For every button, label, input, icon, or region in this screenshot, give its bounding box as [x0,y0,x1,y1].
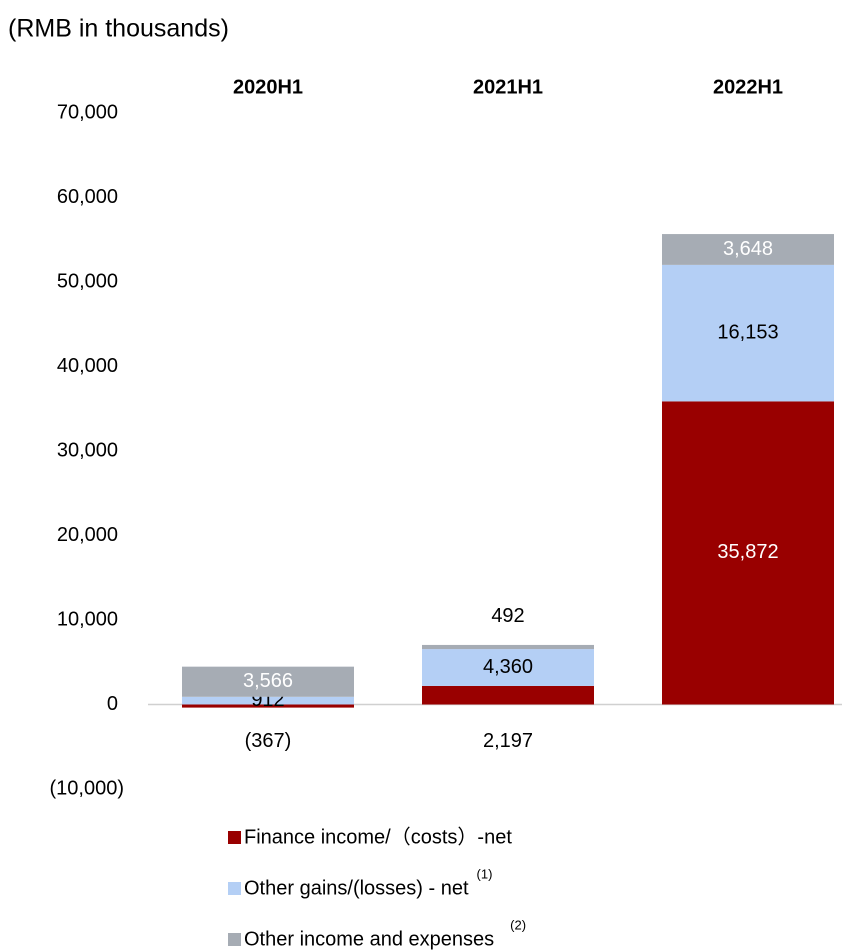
legend-swatch [228,882,241,895]
axis-unit-label: (RMB in thousands) [8,15,229,43]
bar-segment [422,649,594,686]
legend-label: Other gains/(losses) - net [244,877,469,899]
y-tick-label: 50,000 [57,270,118,292]
legend-label: Other income and expenses [244,928,494,950]
y-tick-label: 70,000 [57,101,118,123]
y-tick-label: (10,000) [50,777,125,799]
data-label: (367) [245,730,292,752]
bar-segment [182,704,354,708]
y-tick-label: 0 [107,693,118,715]
data-label: 3,566 [243,670,293,692]
legend-note: (2) [510,917,526,932]
bar-segment [662,234,834,265]
bar-segment [182,666,354,697]
data-label: 35,872 [717,541,778,563]
bar-segment [662,401,834,705]
data-label: 4,360 [483,656,533,678]
data-label: 2,197 [483,730,533,752]
bar-segment [662,264,834,402]
bar-segment [182,696,354,705]
bar-segment [422,644,594,650]
y-tick-label: 40,000 [57,355,118,377]
legend-note: (1) [477,866,493,881]
category-label: 2022H1 [713,76,783,98]
data-label: 3,648 [723,238,773,260]
category-label: 2021H1 [473,76,543,98]
legend-label: Finance income/（costs）-net [244,825,512,848]
data-label: 492 [491,605,524,627]
bar-segment [422,685,594,705]
y-tick-label: 30,000 [57,439,118,461]
legend-swatch [228,933,241,946]
data-label: 16,153 [717,321,778,343]
category-label: 2020H1 [233,76,303,98]
y-tick-label: 10,000 [57,608,118,630]
legend-swatch [228,831,241,844]
y-tick-label: 20,000 [57,524,118,546]
y-tick-label: 60,000 [57,186,118,208]
